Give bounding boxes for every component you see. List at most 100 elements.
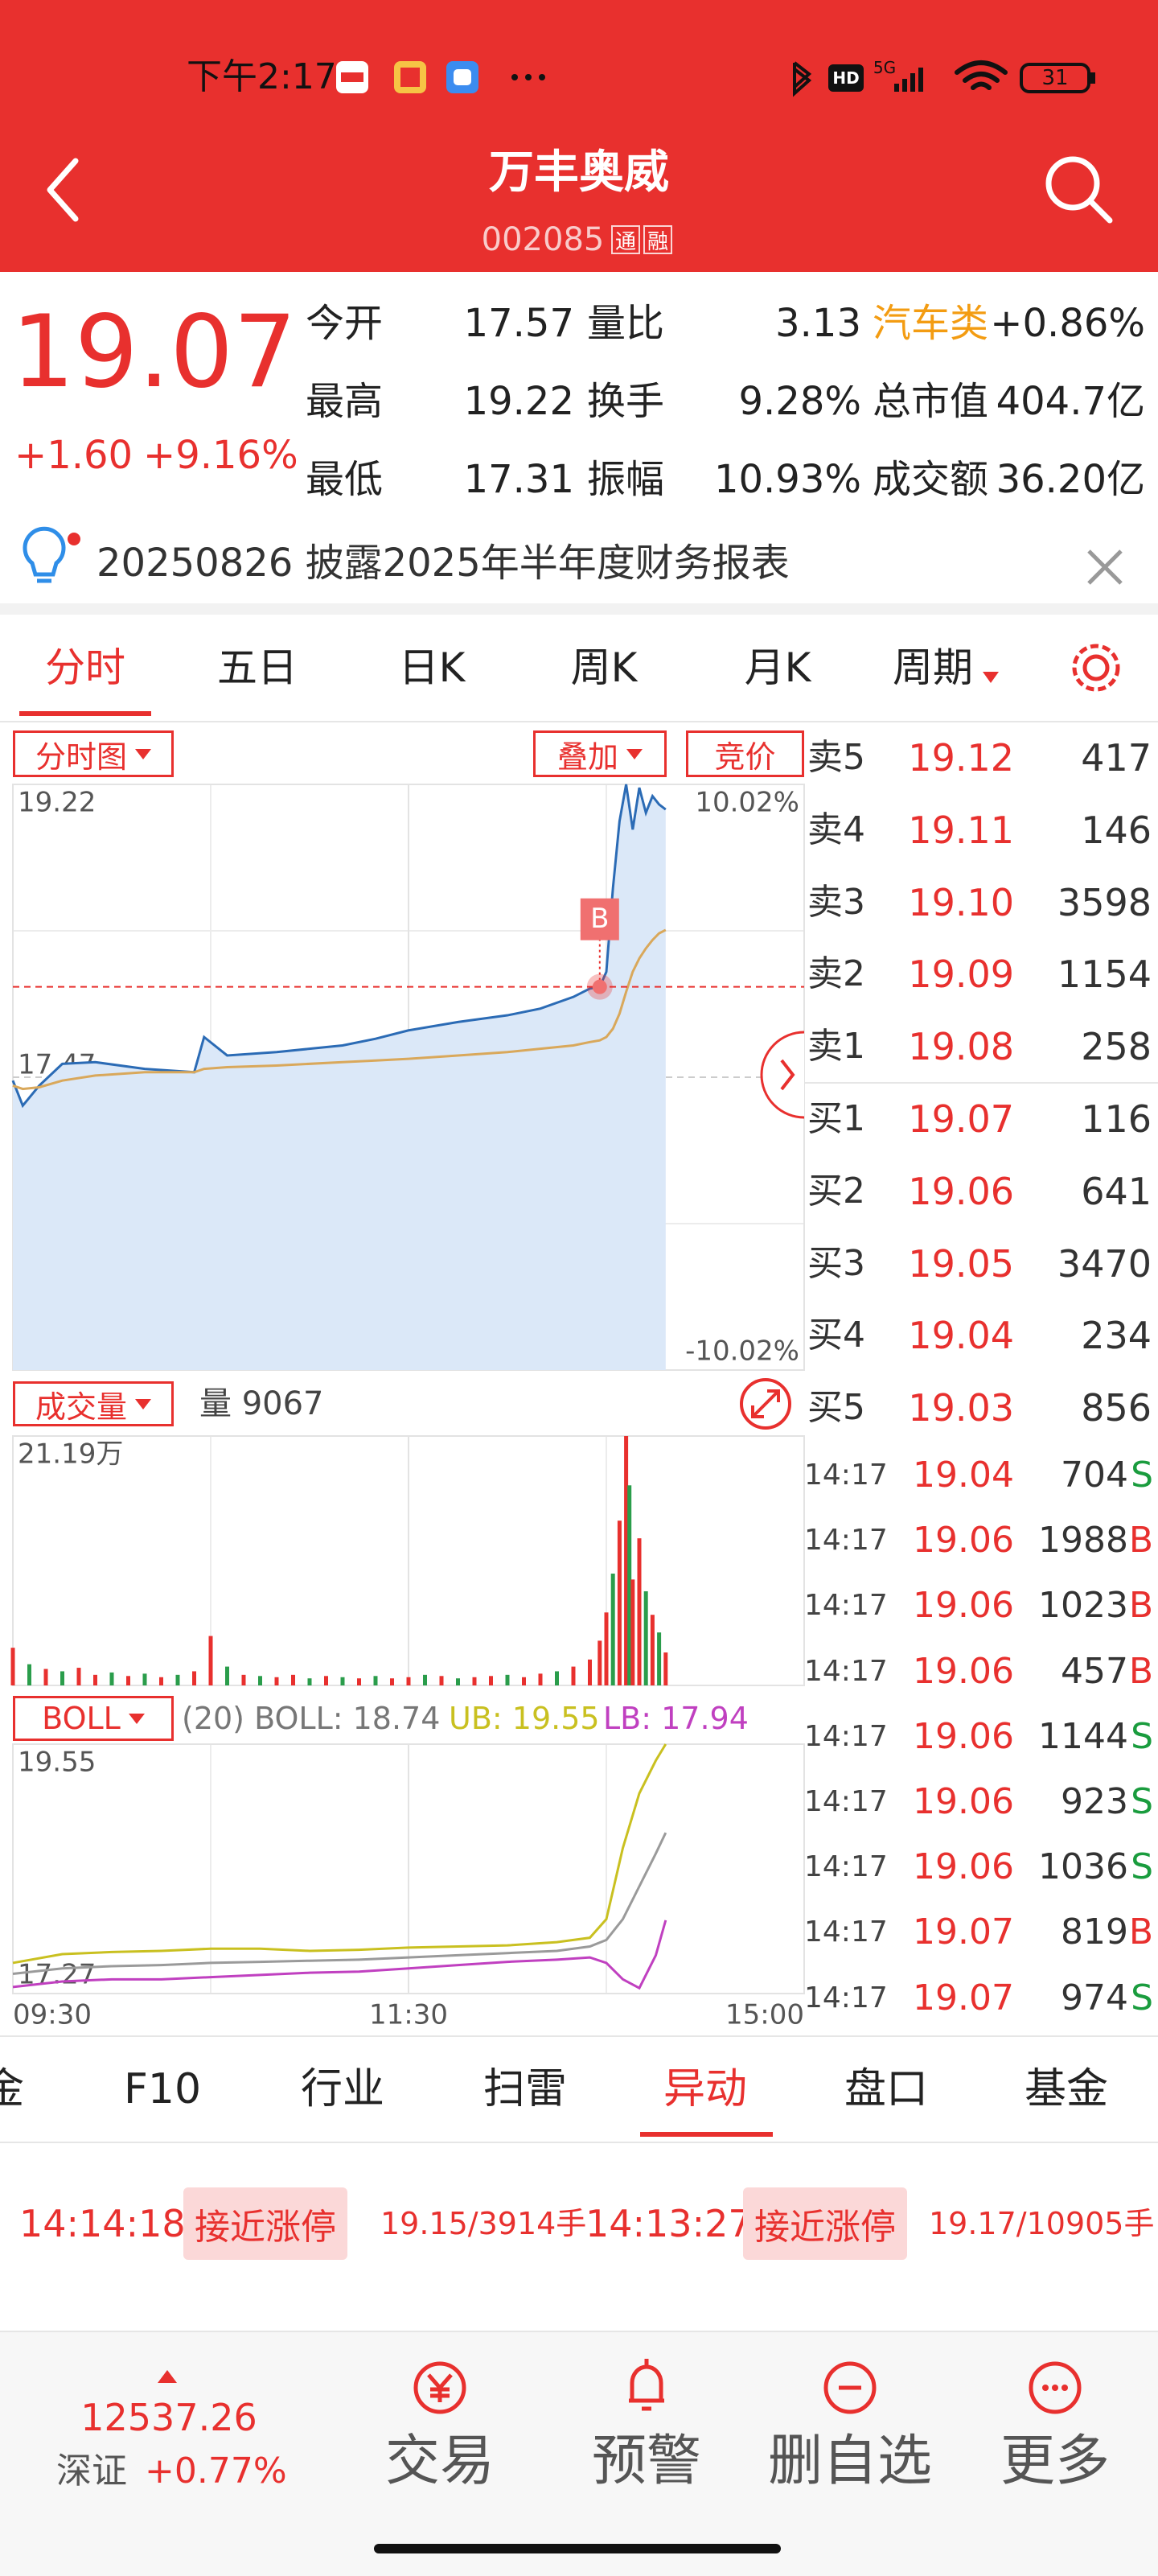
trade-volume: 923	[1061, 1781, 1128, 1822]
book-price: 19.12	[908, 736, 1014, 780]
info-tab[interactable]: 扫雷	[482, 2065, 568, 2113]
trade-side: S	[1131, 1846, 1153, 1888]
trade-volume: 704	[1061, 1455, 1128, 1496]
footer-action[interactable]: 预警	[591, 2430, 702, 2493]
divider	[0, 2035, 1158, 2037]
info-tab[interactable]: F10	[123, 2065, 202, 2113]
volume-bar	[291, 1674, 295, 1685]
trade-price: 19.06	[913, 1650, 1014, 1692]
stat-value: 17.31	[463, 457, 574, 502]
stat-value: 9.28%	[738, 379, 861, 424]
stat-label: 最高	[306, 379, 384, 424]
volume-value: 量 9067	[199, 1385, 324, 1422]
book-level: 买4	[807, 1315, 865, 1356]
stat-value: 17.57	[463, 301, 574, 346]
notice-text[interactable]: 20250826 披露2025年半年度财务报表	[96, 541, 790, 586]
indicator-button[interactable]: BOLL	[13, 1696, 174, 1741]
volume-bar	[175, 1674, 180, 1685]
notice-icon	[23, 526, 80, 583]
volume-bar	[76, 1668, 81, 1685]
volume-bar	[10, 1648, 15, 1685]
button-label: 成交量	[35, 1389, 127, 1425]
trade-time: 14:17	[804, 1719, 888, 1753]
trade-side: S	[1131, 1455, 1153, 1496]
book-price: 19.04	[908, 1314, 1014, 1358]
home-indicator	[374, 2544, 781, 2553]
overlay-button[interactable]: 叠加	[533, 730, 667, 777]
trade-volume: 974	[1061, 1977, 1128, 2018]
trade-side: S	[1131, 1977, 1153, 2018]
series-line	[12, 928, 667, 1091]
back-button[interactable]	[47, 158, 79, 222]
book-price: 19.08	[908, 1025, 1014, 1069]
book-price: 19.10	[908, 880, 1014, 924]
volume-bar	[192, 1671, 196, 1685]
chart-tab[interactable]: 五日	[217, 644, 298, 691]
volume-bar	[617, 1520, 622, 1685]
trade-volume: 1023	[1038, 1585, 1128, 1627]
chart-tab[interactable]: 日K	[398, 644, 466, 691]
volume-button[interactable]: 成交量	[13, 1381, 174, 1426]
auction-button[interactable]: 竞价	[686, 730, 804, 777]
volume-bar	[571, 1666, 576, 1685]
chart-tab[interactable]: 周K	[570, 644, 638, 691]
trade-volume: 1144	[1038, 1715, 1128, 1757]
stat-label: 今开	[306, 301, 384, 346]
book-volume: 417	[1081, 736, 1152, 780]
price-change: +1.60	[14, 433, 133, 478]
stat-value: +0.86%	[990, 301, 1145, 346]
volume-bar	[643, 1590, 648, 1685]
volume-bar	[555, 1671, 559, 1685]
footer-action[interactable]: 交易	[384, 2430, 495, 2493]
tab-underline	[19, 711, 151, 716]
search-button[interactable]	[1045, 156, 1113, 224]
separator	[0, 603, 1158, 615]
footer-action[interactable]: 更多	[1000, 2430, 1111, 2493]
chart-tab[interactable]: 周期	[893, 644, 973, 691]
chart-tab[interactable]: 分时	[45, 644, 125, 691]
stat-label: 汽车类	[873, 301, 989, 346]
book-level: 买2	[807, 1170, 865, 1212]
info-tab[interactable]: 基金	[1024, 2065, 1109, 2113]
footer-action[interactable]: 删自选	[767, 2430, 933, 2493]
settings-button[interactable]	[1072, 644, 1120, 692]
button-label: 叠加	[556, 739, 618, 775]
info-tab[interactable]: 异动	[663, 2065, 748, 2113]
last-price: 19.07	[11, 294, 297, 410]
trade-price: 19.06	[913, 1585, 1014, 1627]
expand-button[interactable]	[740, 1378, 791, 1430]
volume-bar	[456, 1678, 460, 1685]
trade-volume: 1988	[1038, 1520, 1128, 1562]
volume-bar	[324, 1676, 328, 1685]
trade-time: 14:17	[804, 1654, 888, 1688]
chart-tab[interactable]: 月K	[744, 644, 811, 691]
volume-bar	[258, 1676, 262, 1685]
volume-bar	[439, 1676, 444, 1685]
button-label: 分时图	[35, 739, 127, 775]
trade-time: 14:17	[804, 1589, 888, 1623]
x-tick-label: 09:30	[13, 1999, 92, 2031]
marker-badge	[580, 898, 619, 940]
volume-bar	[390, 1678, 394, 1685]
button-label: 竞价	[714, 739, 776, 775]
info-tab[interactable]: 行业	[300, 2065, 385, 2113]
stat-value: 404.7亿	[996, 379, 1145, 424]
trade-time: 14:17	[804, 1524, 888, 1558]
side-panel-toggle[interactable]	[760, 1031, 805, 1119]
trade-time: 14:17	[804, 1459, 888, 1492]
header-background	[0, 0, 1158, 272]
y-tick-label: 19.55	[18, 1747, 96, 1779]
close-notice[interactable]	[1087, 549, 1123, 585]
trade-price: 19.07	[913, 1977, 1014, 2018]
info-tab[interactable]: 金	[0, 2065, 25, 2113]
volume-bar	[650, 1615, 655, 1685]
chart-mode-button[interactable]: 分时图	[13, 730, 174, 777]
footer-icons	[413, 2359, 1082, 2414]
info-tab[interactable]: 盘口	[844, 2065, 929, 2113]
stat-value: 19.22	[463, 379, 574, 424]
stat-label: 最低	[306, 457, 384, 502]
dropdown-indicator	[983, 672, 999, 683]
book-volume: 146	[1081, 808, 1152, 852]
boll-lower: LB: 17.94	[603, 1701, 749, 1736]
